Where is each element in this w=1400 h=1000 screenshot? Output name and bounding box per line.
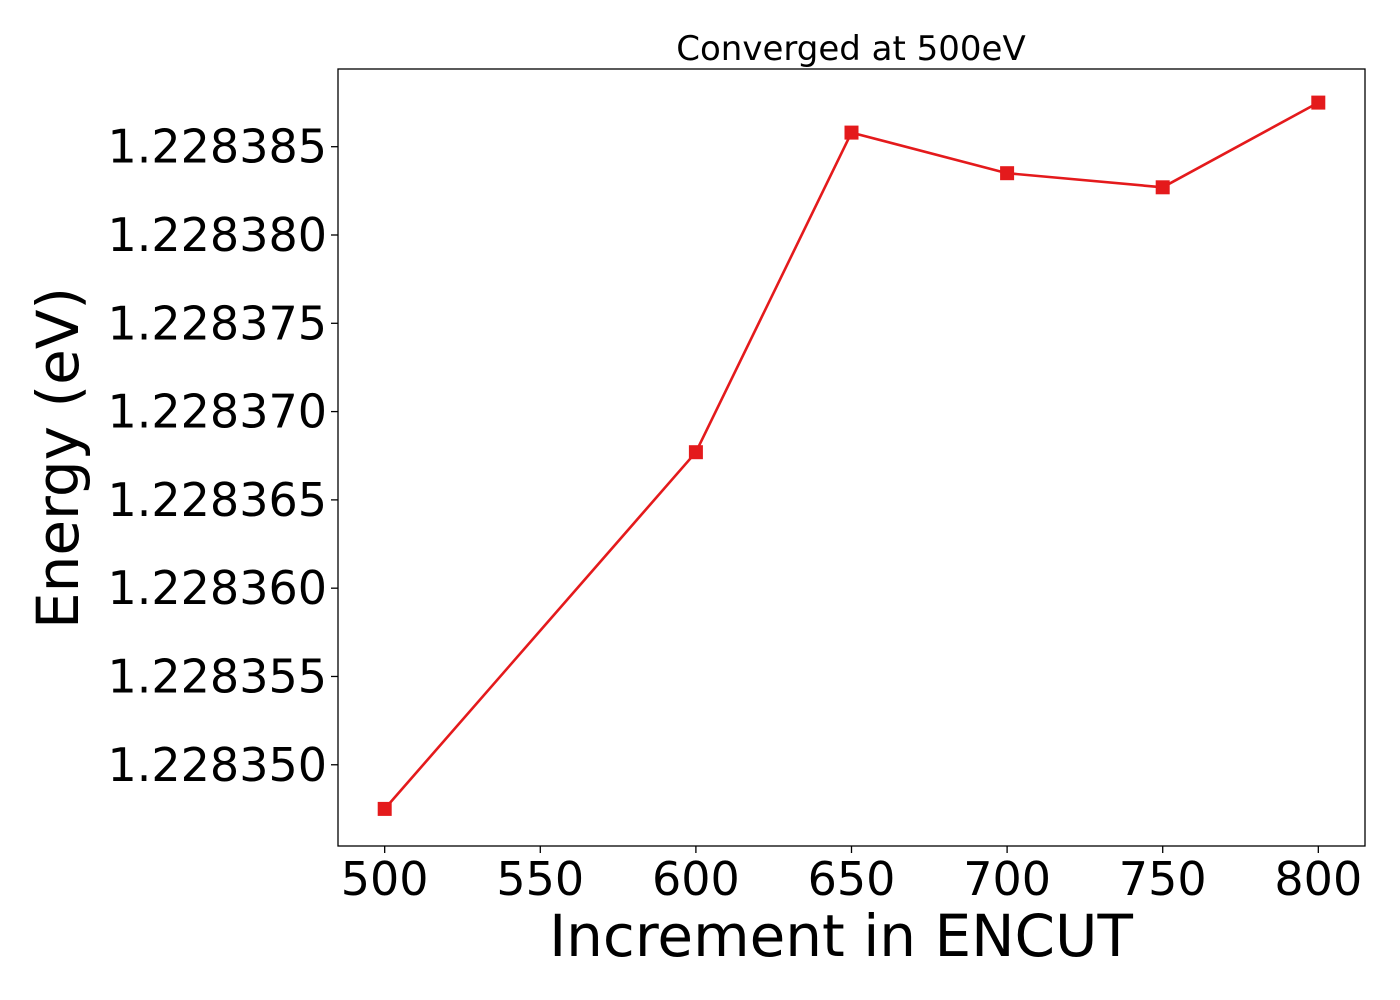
x-axis-title: Increment in ENCUT xyxy=(549,902,1133,970)
data-point-600 xyxy=(688,445,703,460)
data-point-650 xyxy=(844,125,859,140)
y-axis: 1.228350 1.228355 1.228360 1.228365 1.228370… xyxy=(108,120,338,792)
x-tick-label: 700 xyxy=(963,852,1051,906)
y-tick-label: 1.228355 xyxy=(108,649,328,703)
x-tick-label: 600 xyxy=(652,852,740,906)
x-tick-label: 800 xyxy=(1274,852,1362,906)
data-point-500 xyxy=(377,801,392,816)
data-point-700 xyxy=(1000,166,1015,181)
energy-series-line xyxy=(383,101,1320,811)
chart-title: Converged at 500eV xyxy=(676,29,1025,69)
x-tick-label: 500 xyxy=(341,852,429,906)
plot-area-frame xyxy=(337,68,1366,847)
y-tick-label: 1.228375 xyxy=(108,296,328,350)
y-tick-label: 1.228365 xyxy=(108,473,328,527)
x-tick-label: 750 xyxy=(1119,852,1207,906)
y-tick-label: 1.228360 xyxy=(108,561,328,615)
data-point-750 xyxy=(1155,180,1170,195)
y-tick-label: 1.228350 xyxy=(108,738,328,792)
x-tick-label: 650 xyxy=(808,852,896,906)
y-tick-label: 1.228370 xyxy=(108,385,328,439)
x-tick-label: 550 xyxy=(496,852,584,906)
energy-series-points xyxy=(377,95,1326,816)
x-axis: 500 550 600 650 700 750 800 xyxy=(341,846,1362,906)
y-tick-label: 1.228380 xyxy=(108,208,328,262)
data-point-800 xyxy=(1311,95,1326,110)
y-tick-label: 1.228385 xyxy=(108,120,328,174)
y-axis-title: Energy (eV) xyxy=(24,287,92,629)
